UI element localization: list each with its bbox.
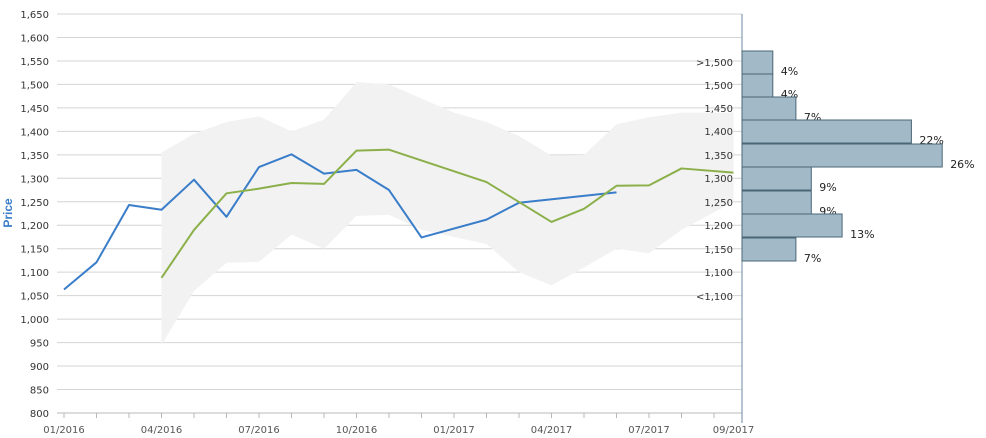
- y-tick-label: 1,100: [20, 268, 49, 279]
- histogram-percent-label: 7%: [804, 252, 821, 265]
- x-tick-label: 07/2017: [628, 425, 670, 436]
- x-tick-label: 01/2016: [43, 425, 85, 436]
- y-tick-label: 1,300: [20, 174, 49, 185]
- histogram-bar: [741, 237, 797, 262]
- y-tick-label: 850: [30, 386, 49, 397]
- histogram-bin-label: >1,500: [696, 58, 733, 69]
- histogram-percent-label: 13%: [850, 228, 874, 241]
- histogram: 4%>1,5004%1,5007%1,45022%1,40026%1,3509%…: [696, 50, 975, 303]
- y-axis-label: Price: [1, 198, 15, 228]
- histogram-bar: [741, 119, 912, 144]
- histogram-bar: [741, 166, 812, 191]
- y-tick-label: 950: [30, 339, 49, 350]
- histogram-bin-label: 1,350: [704, 151, 733, 162]
- histogram-bin-label: <1,100: [696, 292, 733, 303]
- histogram-bar: [741, 190, 812, 215]
- y-axis: 800 850 900 950 1,000 1,050 1,100 1,150 1,200 1,2…: [20, 10, 49, 420]
- histogram-bin-label: 1,400: [704, 127, 733, 138]
- forecast-band-area: [161, 82, 734, 345]
- y-tick-label: 1,200: [20, 221, 49, 232]
- x-tick-label: 04/2016: [141, 425, 183, 436]
- y-tick-label: 1,050: [20, 292, 49, 303]
- histogram-bar: [741, 143, 943, 168]
- histogram-percent-label: 26%: [950, 158, 974, 171]
- histogram-percent-label: 4%: [781, 65, 798, 78]
- y-tick-label: 900: [30, 362, 49, 373]
- y-tick-label: 800: [30, 409, 49, 420]
- x-tick-label: 07/2016: [238, 425, 280, 436]
- y-tick-label: 1,500: [20, 80, 49, 91]
- y-tick-label: 1,150: [20, 245, 49, 256]
- series-lines: [63, 148, 734, 291]
- y-tick-label: 1,250: [20, 198, 49, 209]
- y-tick-label: 1,450: [20, 104, 49, 115]
- y-tick-label: 1,400: [20, 127, 49, 138]
- histogram-bar: [741, 50, 774, 75]
- forecast-band: [161, 82, 734, 345]
- histogram-bin-label: 1,450: [704, 104, 733, 115]
- x-axis: 01/2016 04/2016 07/2016 10/2016 01/2017 04/20…: [43, 413, 754, 436]
- histogram-bin-label: 1,500: [704, 81, 733, 92]
- y-tick-label: 1,000: [20, 315, 49, 326]
- x-tick-label: 01/2017: [433, 425, 475, 436]
- histogram-percent-label: 9%: [819, 181, 836, 194]
- histogram-bin-label: 1,150: [704, 245, 733, 256]
- y-tick-label: 1,350: [20, 151, 49, 162]
- y-tick-label: 1,600: [20, 33, 49, 44]
- histogram-bin-label: 1,200: [704, 221, 733, 232]
- x-tick-label: 09/2017: [713, 425, 755, 436]
- x-tick-label: 04/2017: [531, 425, 573, 436]
- histogram-bar: [741, 96, 797, 121]
- y-tick-label: 1,650: [20, 10, 49, 21]
- histogram-bin-label: 1,300: [704, 174, 733, 185]
- x-tick-label: 10/2016: [336, 425, 378, 436]
- histogram-bin-label: 1,100: [704, 268, 733, 279]
- histogram-bar: [741, 213, 843, 238]
- series-line-1: [63, 153, 617, 291]
- y-tick-label: 1,550: [20, 57, 49, 68]
- series-line-2: [160, 148, 734, 279]
- histogram-bar: [741, 73, 774, 98]
- histogram-bin-label: 1,250: [704, 198, 733, 209]
